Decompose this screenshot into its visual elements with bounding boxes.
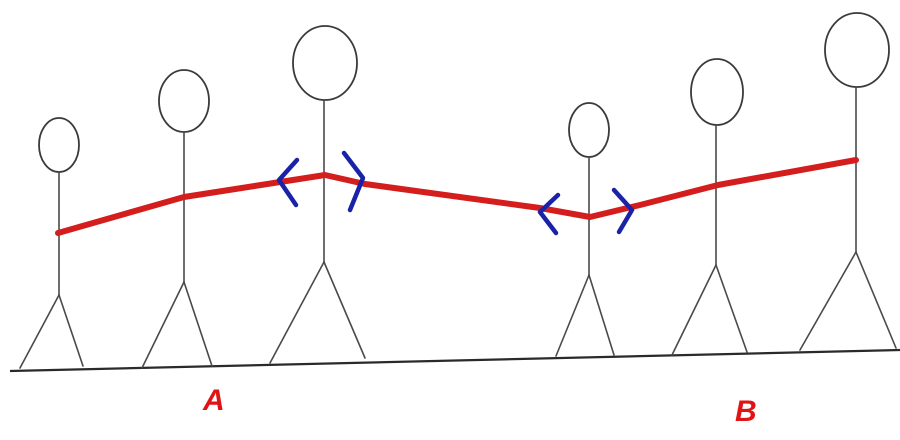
right-chevron-arrow-icon — [341, 150, 366, 213]
head — [292, 25, 358, 101]
stick-figure-6 — [799, 12, 897, 351]
stick-figure-2 — [141, 69, 213, 369]
head — [824, 12, 890, 88]
stick-figure-4 — [555, 102, 615, 357]
label-a: A — [202, 384, 225, 417]
head — [690, 58, 744, 126]
head — [158, 69, 210, 133]
right-chevron-arrow-icon — [611, 187, 635, 235]
stick-figure-5 — [671, 58, 748, 356]
left-chevron-arrow-icon — [537, 192, 561, 236]
left-chevron-arrow-icon — [276, 157, 300, 208]
head — [38, 117, 80, 173]
stick-figure-1 — [19, 117, 84, 369]
ground-line — [9, 348, 900, 373]
head — [568, 102, 610, 158]
label-b: B — [735, 395, 757, 428]
stick-figure-3 — [269, 25, 366, 364]
rope-wave-line — [55, 157, 859, 236]
